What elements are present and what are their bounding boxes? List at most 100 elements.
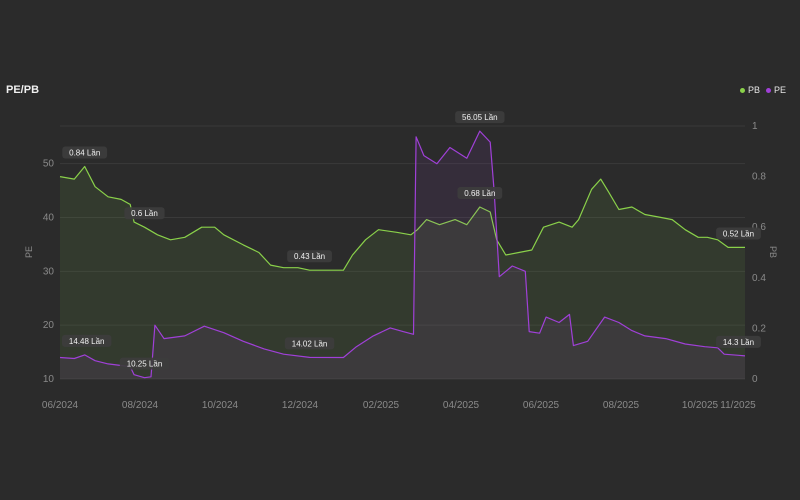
pb-data-point [222,233,225,236]
pb-data-point [558,221,561,224]
data-label-bg [124,207,165,220]
y-right-tick-label: 0 [752,374,758,385]
data-label-text: 10.25 Lần [127,360,163,369]
x-tick-label: 10/2025 [682,400,719,411]
pe-data-point [183,335,186,338]
pb-data-point [129,203,132,206]
pe-data-point [568,313,571,316]
pb-data-point [59,175,62,178]
pe-data-label: 14.48 Lần [62,334,112,347]
pe-data-point [94,359,97,362]
pe-data-point [242,340,245,343]
pb-data-point [684,228,687,231]
pe-area [60,131,745,379]
data-label-text: 14.3 Lần [723,338,754,347]
pe-data-point [744,355,747,358]
y-left-axis-title: PE [24,246,34,258]
pe-data-point [586,340,589,343]
pb-data-point [342,269,345,272]
data-label-bg [284,337,335,350]
x-tick-label: 02/2025 [363,400,400,411]
y-left-tick-label: 40 [43,213,55,224]
pb-data-point [73,178,76,181]
pb-data-point [213,226,216,229]
pe-data-label: 56.05 Lần [455,111,505,124]
pb-data-point [94,185,97,188]
data-label-bg [62,146,108,159]
x-tick-label: 08/2024 [122,400,159,411]
pb-data-point [671,218,674,221]
pb-data-point [517,251,520,254]
legend-dot-pb [739,87,745,93]
pb-data-point [308,269,311,272]
pe-data-point [282,353,285,356]
pe-data-point [528,330,531,333]
pb-data-point [183,236,186,239]
data-label-text: 0.43 Lần [294,252,325,261]
x-tick-label: 06/2024 [42,400,79,411]
pe-data-point [59,356,62,359]
y-left-tick-label: 30 [43,266,55,277]
pb-data-point [321,269,324,272]
pe-data-point [703,345,706,348]
pb-data-point [83,165,86,168]
pe-data-point [478,130,481,133]
pb-data-point [577,218,580,221]
pe-data-point [133,373,136,376]
pb-data-point [737,246,740,249]
pe-data-point [524,270,527,273]
pb-series-line [59,165,745,271]
pe-data-point [603,316,606,319]
pb-data-point [377,228,380,231]
pe-data-point [203,325,206,328]
data-label-bg [457,186,503,199]
pe-data-point [538,332,541,335]
pe-data-label: 14.3 Lần [716,335,761,348]
legend-label-pb: PB [747,85,760,95]
legend-label-pe: PE [773,85,786,95]
data-label-bg [455,111,505,124]
pb-data-point [120,198,123,201]
pe-data-point [423,154,426,157]
pe-series-line [59,130,746,379]
pb-data-point [644,213,647,216]
pe-data-point [684,343,687,346]
pb-data-point [727,246,730,249]
pb-data-point [571,226,574,229]
pe-data-point [436,162,439,165]
pb-data-point [143,226,146,229]
legend-item-pe[interactable]: PE [765,85,786,95]
pe-data-point [355,345,358,348]
data-label-text: 56.05 Lần [462,113,498,122]
x-tick-label: 12/2024 [282,400,319,411]
pe-data-point [222,331,225,334]
data-label-text: 0.84 Lần [69,148,100,157]
pe-data-label: 10.25 Lần [119,357,170,370]
pb-data-point [297,266,300,269]
pb-data-point [607,190,610,193]
pe-data-point [465,157,468,160]
pb-data-point [744,246,747,249]
pb-data-point [631,206,634,209]
pe-data-point [308,356,311,359]
legend-item-pb[interactable]: PB [739,85,760,95]
pb-data-point [658,216,661,219]
pe-data-point [143,376,146,379]
data-label-text: 0.52 Lần [723,229,754,238]
pb-data-point [542,226,545,229]
x-tick-label: 11/2025 [720,400,756,411]
chart-legend: PB PE [739,85,786,95]
pe-data-point [83,354,86,357]
pb-data-point [269,264,272,267]
data-label-bg [119,357,170,370]
pe-data-point [402,330,405,333]
pb-data-point [351,254,354,257]
y-left-tick-label: 20 [43,320,55,331]
pe-data-point [372,335,375,338]
data-label-text: 0.6 Lần [131,209,158,218]
pe-data-point [558,321,561,324]
pb-data-label: 0.84 Lần [62,146,108,159]
pe-data-point [572,344,575,347]
pe-data-point [415,135,418,138]
pb-data-point [242,244,245,247]
